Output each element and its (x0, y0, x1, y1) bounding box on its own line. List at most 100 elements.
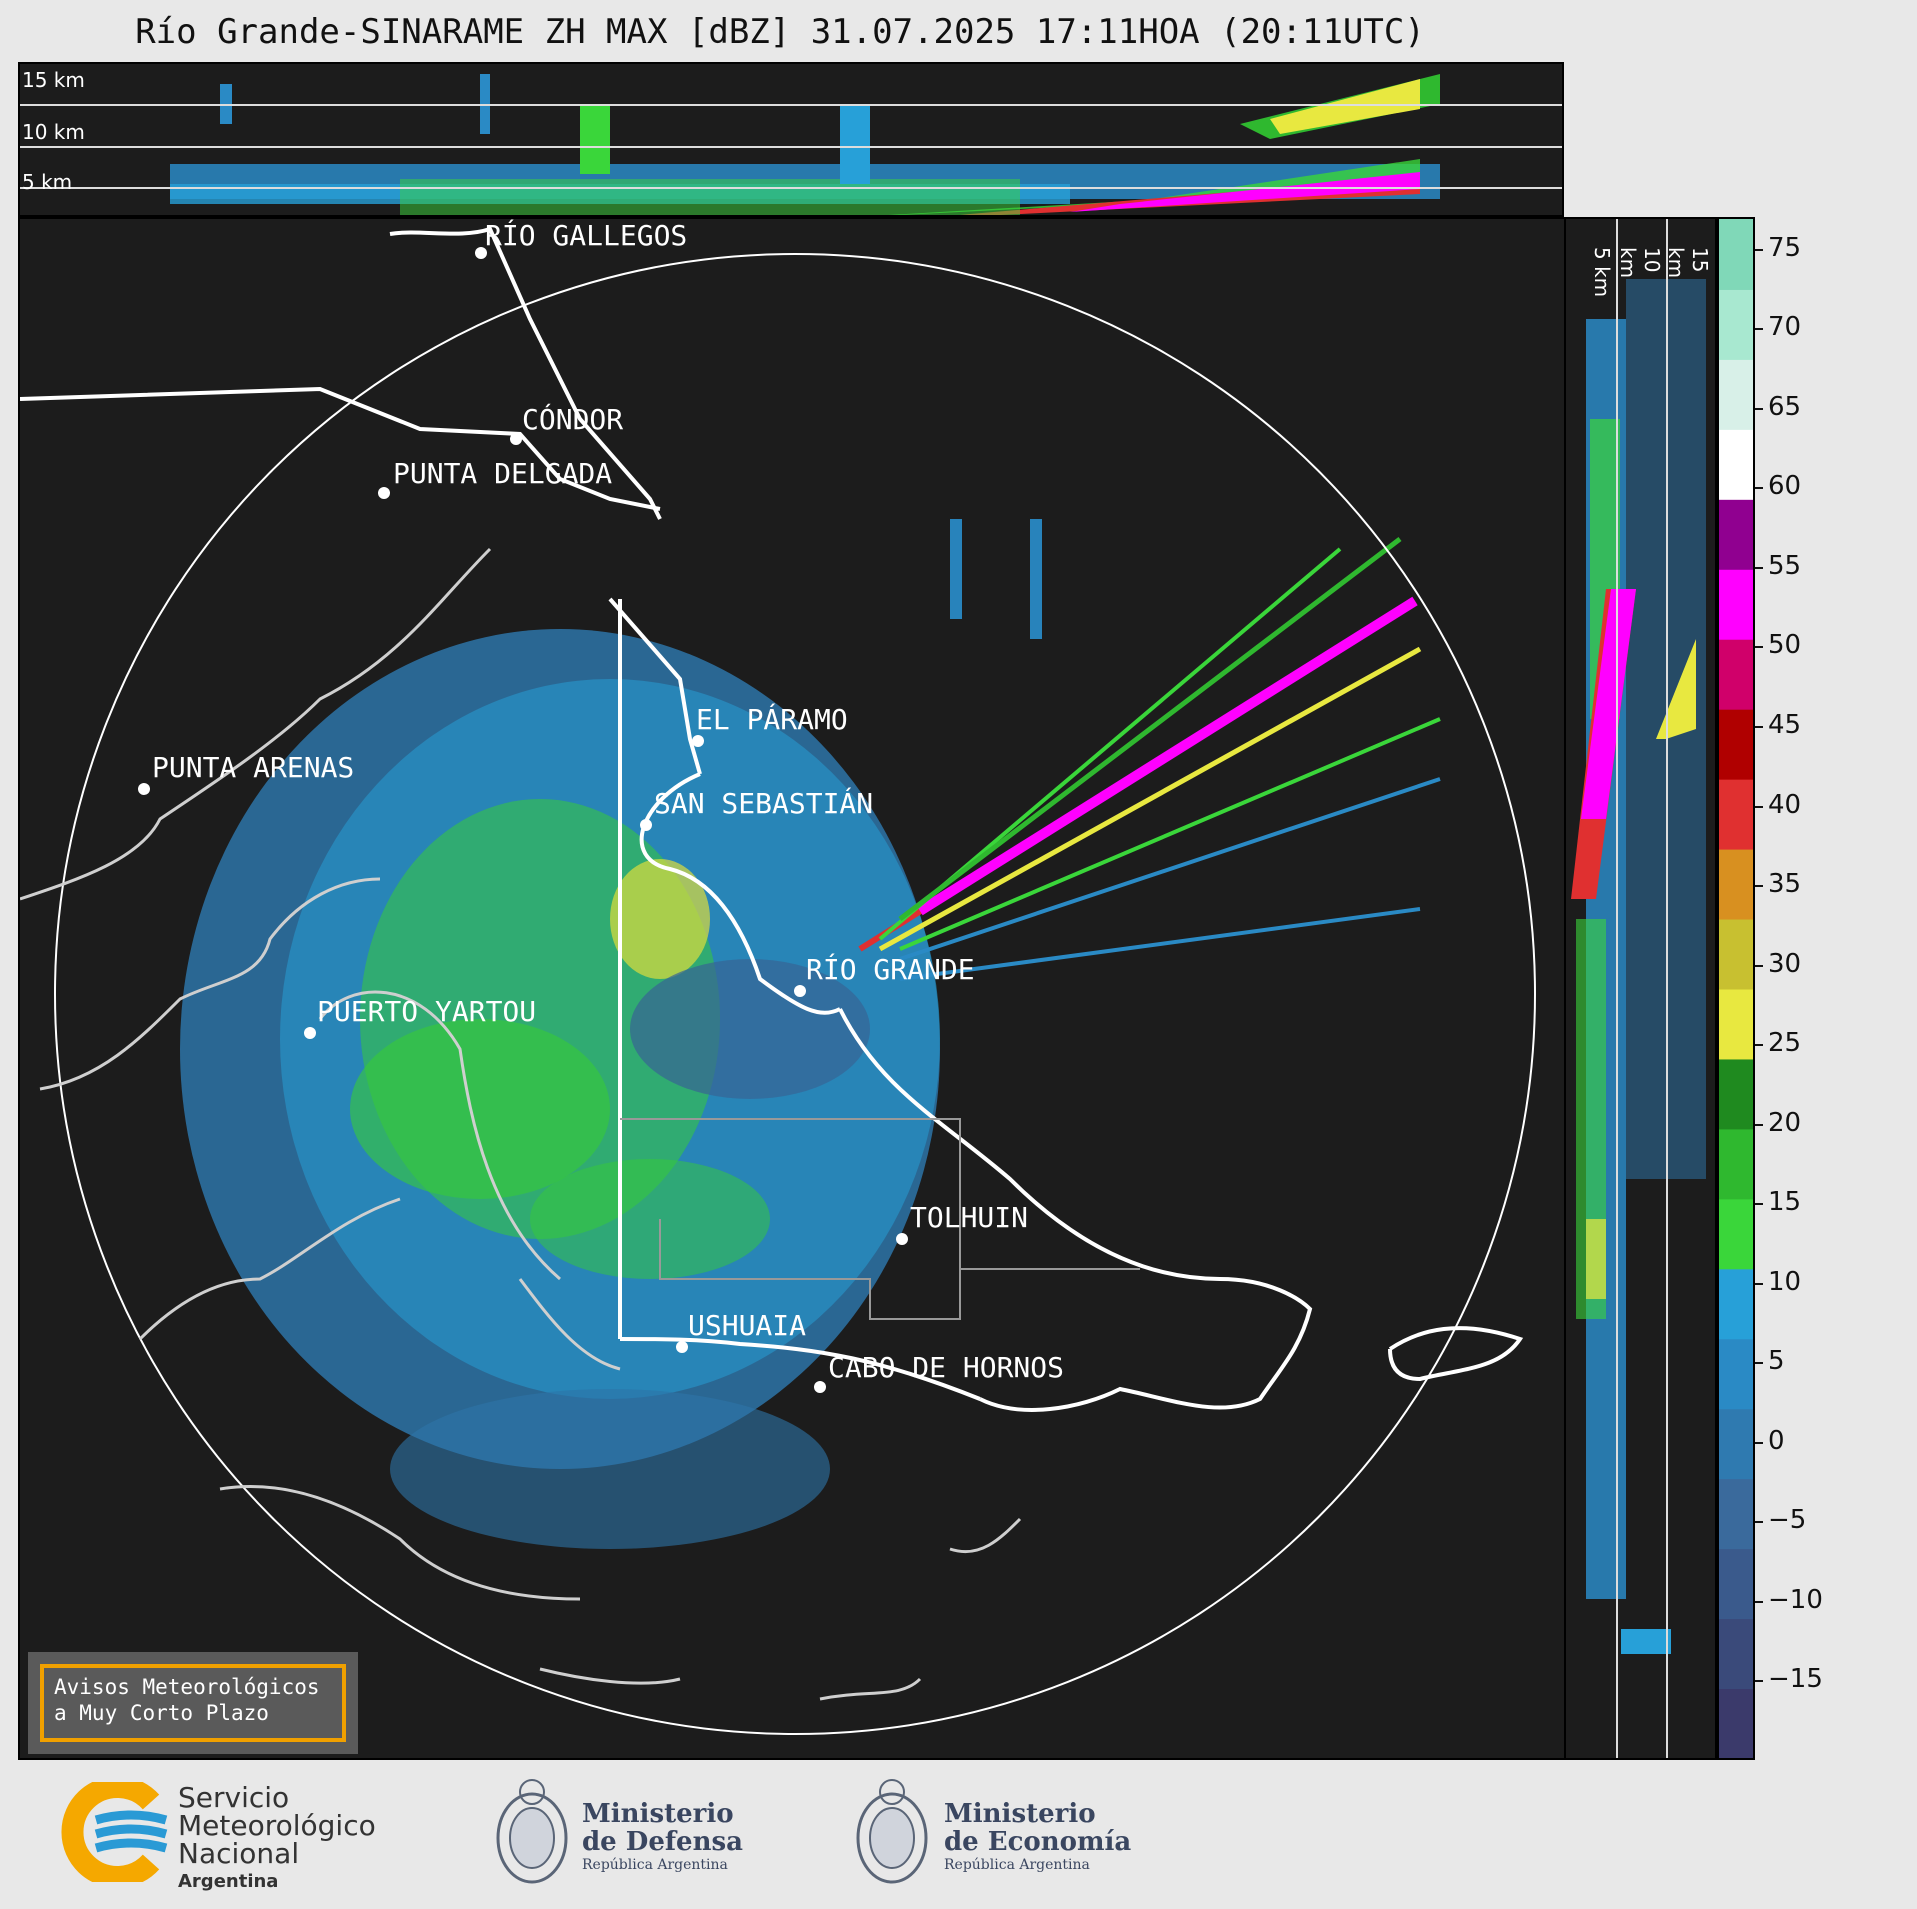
top-10km-label: 10 km (22, 120, 85, 144)
colorbar-tick-mark (1755, 964, 1763, 967)
colorbar-tick-mark (1755, 1123, 1763, 1126)
city-dot-rio-gallegos (475, 247, 487, 259)
smn-line2: Meteorológico (178, 1809, 376, 1842)
economia-line2: de Economía (944, 1827, 1132, 1857)
dept-boundaries (620, 1118, 1140, 1320)
colorbar-tick-mark (1755, 1600, 1763, 1603)
colorbar-band (1719, 288, 1753, 360)
colorbar-tick-label: 75 (1768, 232, 1802, 263)
city-dot-punta-arenas (138, 783, 150, 795)
city-label-cabo-de-hornos: CABO DE HORNOS (828, 1351, 1065, 1384)
city-dot-puerto-yartou (304, 1027, 316, 1039)
colorbar-tick-mark (1755, 407, 1763, 410)
colorbar-tick-label: 65 (1768, 391, 1802, 422)
colorbar-tick-mark (1755, 646, 1763, 649)
side-15km-label: 15 km (1664, 247, 1712, 279)
defensa-line1: Ministerio (582, 1799, 734, 1829)
map-title: Río Grande-SINARAME ZH MAX [dBZ] 31.07.2… (135, 12, 1425, 52)
colorbar-tick-label: 35 (1768, 869, 1802, 900)
top-15km-label: 15 km (22, 68, 85, 92)
colorbar-tick-label: 30 (1768, 948, 1802, 979)
colorbar-tick-mark (1755, 1044, 1763, 1047)
colorbar-band (1719, 498, 1753, 570)
city-label-el-paramo: EL PÁRAMO (696, 703, 848, 736)
colorbar-band (1719, 568, 1753, 640)
side-section-svg (1571, 279, 1706, 1654)
city-dot-tolhuin (896, 1233, 908, 1245)
coastlines (20, 547, 1022, 1701)
colorbar-svg (1719, 219, 1753, 1759)
colorbar-band (1719, 1058, 1753, 1130)
alert-line2: a Muy Corto Plazo (54, 1701, 269, 1725)
city-dot-ushuaia (676, 1341, 688, 1353)
colorbar-tick-mark (1755, 1282, 1763, 1285)
city-dot-san-sebastian (640, 819, 652, 831)
colorbar-tick-label: 25 (1768, 1028, 1802, 1059)
colorbar-band (1719, 1478, 1753, 1550)
economia-line1: Ministerio (944, 1799, 1096, 1829)
alert-inner: Avisos Meteorológicos a Muy Corto Plazo (40, 1664, 346, 1742)
colorbar-tick-mark (1755, 328, 1763, 331)
city-label-condor: CÓNDOR (522, 403, 624, 436)
radar-map[interactable]: RÍO GALLEGOS CÓNDOR PUNTA DELGADA PUNTA … (18, 217, 1566, 1760)
economia-seal-icon (856, 1779, 928, 1884)
defensa-seal-icon (496, 1779, 568, 1884)
colorbar-band (1719, 1408, 1753, 1480)
side-5km-label: 5 km (1590, 247, 1614, 298)
colorbar-tick-mark (1755, 566, 1763, 569)
economia-line3: República Argentina (944, 1857, 1090, 1873)
city-dot-cabo-de-hornos (814, 1381, 826, 1393)
colorbar-band (1719, 358, 1753, 430)
top-5km-label: 5 km (22, 170, 73, 194)
colorbar-tick-mark (1755, 1441, 1763, 1444)
city-label-punta-delgada: PUNTA DELGADA (393, 457, 613, 490)
city-label-tolhuin: TOLHUIN (910, 1201, 1029, 1234)
defensa-line2: de Defensa (582, 1827, 743, 1857)
colorbar-tick-label: 55 (1768, 550, 1802, 581)
colorbar-band (1719, 1268, 1753, 1340)
colorbar-band (1719, 778, 1753, 850)
range-ring (54, 253, 1536, 1735)
colorbar-band (1719, 1338, 1753, 1410)
colorbar-tick-mark (1755, 248, 1763, 251)
colorbar-band (1719, 1688, 1753, 1759)
colorbar-band (1719, 918, 1753, 990)
side-10km-label: 10 km (1616, 247, 1664, 279)
colorbar-tick-label: 5 (1768, 1346, 1785, 1377)
city-label-ushuaia: USHUAIA (688, 1309, 807, 1342)
city-label-san-sebastian: SAN SEBASTIÁN (654, 787, 874, 820)
colorbar-tick-mark (1755, 1203, 1763, 1206)
colorbar-tick-mark (1755, 726, 1763, 729)
top-height-panel: 15 km 10 km 5 km (18, 62, 1564, 217)
radar-map-svg (20, 226, 1536, 1735)
smn-line3: Nacional (178, 1837, 300, 1870)
colorbar-tick-label: −5 (1768, 1505, 1807, 1536)
radar-echoes (180, 519, 1042, 1549)
colorbar-tick-mark (1755, 1521, 1763, 1524)
city-label-rio-gallegos: RÍO GALLEGOS (485, 219, 688, 252)
colorbar-tick-label: 60 (1768, 471, 1802, 502)
city-dot-rio-grande (794, 985, 806, 997)
city-label-rio-grande: RÍO GRANDE (806, 953, 975, 986)
alert-line1: Avisos Meteorológicos (54, 1675, 320, 1699)
colorbar-tick-mark (1755, 487, 1763, 490)
side-height-panel: 5 km 10 km 15 km (1564, 217, 1717, 1760)
colorbar-tick-mark (1755, 1362, 1763, 1365)
colorbar-band (1719, 219, 1753, 290)
colorbar-band (1719, 1198, 1753, 1270)
colorbar-band (1719, 428, 1753, 500)
colorbar-tick-label: 50 (1768, 630, 1802, 661)
city-label-puerto-yartou: PUERTO YARTOU (317, 995, 537, 1028)
colorbar-band (1719, 638, 1753, 710)
colorbar-band (1719, 848, 1753, 920)
colorbar-tick-label: 40 (1768, 789, 1802, 820)
top-10km-line (20, 146, 1562, 148)
colorbar-tick-label: 70 (1768, 312, 1802, 343)
colorbar-tick-label: 20 (1768, 1107, 1802, 1138)
colorbar-band (1719, 988, 1753, 1060)
colorbar-tick-mark (1755, 805, 1763, 808)
economia-logo-text: Ministerio de Economía República Argenti… (944, 1800, 1131, 1874)
smn-logo-text: Servicio Meteorológico Nacional Argentin… (178, 1784, 376, 1896)
alert-box[interactable]: Avisos Meteorológicos a Muy Corto Plazo (28, 1652, 358, 1754)
side-5km-line (1616, 219, 1618, 1758)
